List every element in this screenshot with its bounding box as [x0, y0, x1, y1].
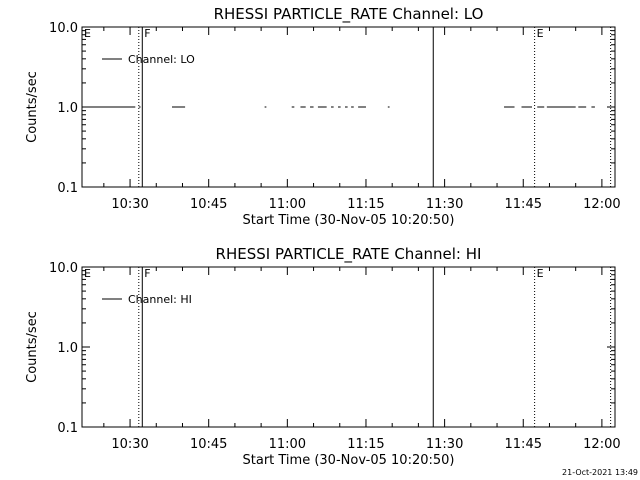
y-tick-label: 10.0	[49, 261, 78, 276]
event-annotation: F	[144, 267, 150, 280]
x-tick-label: 12:00	[583, 197, 620, 212]
x-tick-label: 10:30	[111, 197, 148, 212]
x-tick-label: 11:00	[269, 437, 306, 452]
y-axis-label: Counts/sec	[25, 311, 40, 383]
y-tick-label: 0.1	[57, 421, 78, 436]
y-tick-label: 0.1	[57, 181, 78, 196]
chart-title: RHESSI PARTICLE_RATE Channel: LO	[214, 5, 484, 24]
y-axis-label: Counts/sec	[25, 71, 40, 143]
legend-label: Channel: LO	[128, 53, 195, 66]
legend-label: Channel: HI	[128, 293, 192, 306]
x-tick-label: 10:30	[111, 437, 148, 452]
x-tick-label: 10:45	[190, 437, 227, 452]
event-annotation: E	[537, 267, 544, 280]
x-tick-label: 11:00	[269, 197, 306, 212]
x-tick-label: 11:45	[505, 197, 542, 212]
x-axis-label: Start Time (30-Nov-05 10:20:50)	[243, 213, 455, 228]
event-annotation: E	[84, 267, 91, 280]
x-axis-label: Start Time (30-Nov-05 10:20:50)	[243, 453, 455, 468]
footer-timestamp: 21-Oct-2021 13:49	[562, 468, 638, 477]
chart-panel-hi: RHESSI PARTICLE_RATE Channel: HI 0.1 1.0 10…	[25, 245, 621, 468]
x-tick-label: 11:15	[347, 437, 384, 452]
y-tick-label: 1.0	[57, 341, 78, 356]
x-tick-label: 11:15	[347, 197, 384, 212]
x-tick-label: 10:45	[190, 197, 227, 212]
y-tick-label: 1.0	[57, 101, 78, 116]
x-tick-label: 11:30	[426, 437, 463, 452]
event-annotation: E	[84, 27, 91, 40]
event-annotation: F	[144, 27, 150, 40]
event-annotation: E	[537, 27, 544, 40]
x-tick-label: 11:30	[426, 197, 463, 212]
x-tick-label: 11:45	[505, 437, 542, 452]
y-tick-label: 10.0	[49, 21, 78, 36]
chart-panel-lo: RHESSI PARTICLE_RATE Channel: LO 0.1 1.0 10…	[25, 5, 621, 228]
chart-title: RHESSI PARTICLE_RATE Channel: HI	[216, 245, 482, 264]
x-tick-label: 12:00	[583, 437, 620, 452]
